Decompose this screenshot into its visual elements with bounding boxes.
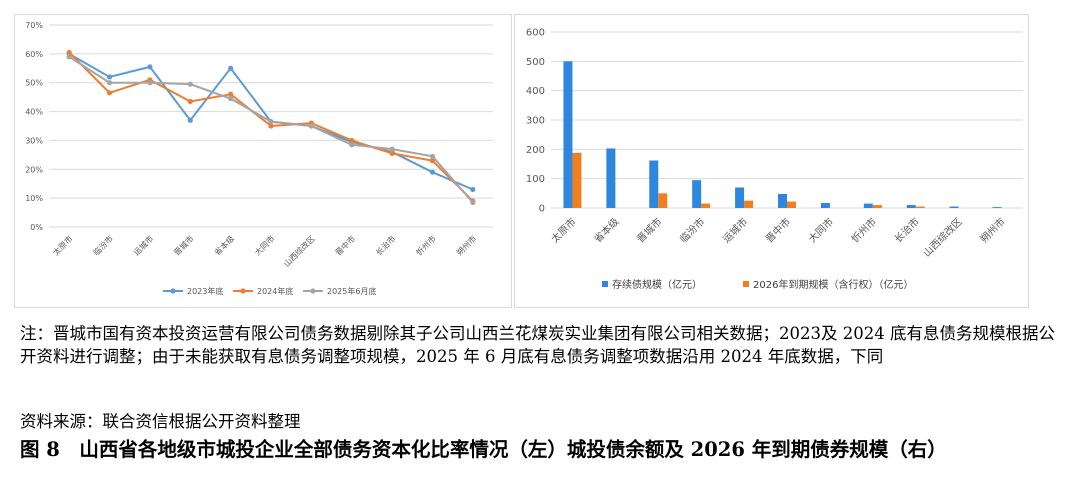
- bar: [744, 200, 754, 208]
- x-tick-label: 晋城市: [634, 215, 664, 245]
- y-tick-label: 0%: [30, 223, 43, 232]
- bar: [701, 203, 711, 208]
- legend-label: 2023年底: [187, 286, 223, 296]
- x-tick-label: 朔州市: [977, 215, 1007, 245]
- bar: [915, 206, 925, 208]
- x-tick-label: 晋中市: [333, 233, 357, 257]
- y-tick-label: 400: [526, 86, 545, 97]
- y-tick-label: 60%: [25, 50, 43, 59]
- data-point: [389, 146, 395, 152]
- bar: [778, 193, 787, 208]
- x-tick-label: 省本级: [212, 233, 236, 257]
- legend-label: 2026年到期规模（含行权）（亿元）: [753, 278, 913, 291]
- data-point: [429, 169, 436, 175]
- y-tick-label: 600: [526, 28, 545, 39]
- bar: [863, 203, 873, 208]
- bar: [992, 207, 1002, 208]
- x-tick-label: 晋中市: [763, 215, 793, 245]
- data-point: [187, 81, 193, 87]
- x-tick-label: 运城市: [720, 215, 750, 245]
- data-point: [308, 123, 314, 129]
- bar: [949, 206, 959, 208]
- x-tick-label: 山西综改区: [281, 233, 316, 268]
- legend-swatch: [743, 281, 749, 287]
- right-bar-chart: 0 100 200 300 400 500 600 太原市 省本级 晋城市 临汾市 运城市 晋中市 大同市…: [526, 28, 1023, 291]
- y-tick-label: 10%: [25, 194, 43, 203]
- y-tick-label: 50%: [25, 79, 43, 88]
- y-tick-label: 300: [526, 116, 545, 127]
- y-tick-label: 0: [539, 204, 545, 215]
- figure-caption: 图 8 山西省各地级市城投企业全部债务资本化比率情况（左）城投债余额及 2026…: [20, 438, 947, 461]
- bar: [563, 61, 573, 209]
- bar: [692, 180, 702, 208]
- x-tick-label: 长治市: [891, 215, 921, 245]
- bar: [872, 205, 882, 208]
- y-tick-label: 40%: [25, 108, 43, 117]
- x-tick-label: 山西综改区: [920, 215, 965, 260]
- x-tick-label: 省本级: [591, 215, 621, 245]
- data-point: [187, 117, 193, 123]
- x-tick-label: 太原市: [548, 215, 578, 245]
- y-tick-label: 20%: [25, 165, 43, 174]
- data-point: [349, 137, 355, 144]
- x-tick-label: 大同市: [252, 233, 276, 257]
- data-point: [349, 142, 355, 148]
- data-point: [66, 49, 72, 56]
- data-point: [389, 150, 395, 157]
- bar: [658, 193, 668, 208]
- x-tick-label: 运城市: [131, 233, 155, 257]
- legend-label: 2024年底: [257, 286, 293, 296]
- bar: [735, 187, 745, 208]
- data-point: [429, 158, 436, 164]
- x-tick-label: 大同市: [806, 215, 836, 245]
- data-point: [147, 80, 153, 86]
- data-point: [228, 65, 234, 71]
- y-tick-label: 200: [526, 145, 545, 156]
- data-point: [106, 80, 113, 86]
- x-tick-label: 临汾市: [677, 215, 707, 245]
- x-tick-label: 太原市: [51, 233, 75, 257]
- data-point: [470, 199, 476, 206]
- data-source: 资料来源：联合资信根据公开资料整理: [20, 412, 301, 431]
- legend-marker: [170, 288, 176, 294]
- data-point: [228, 91, 234, 97]
- y-tick-label: 30%: [25, 136, 43, 145]
- x-tick-label: 临汾市: [91, 233, 115, 257]
- legend-marker: [310, 288, 316, 294]
- y-tick-label: 70%: [25, 21, 43, 30]
- legend-swatch: [602, 281, 608, 287]
- bar: [572, 152, 582, 208]
- legend-label: 存续债规模（亿元）: [612, 278, 702, 291]
- data-point: [66, 54, 72, 60]
- x-tick-label: 朔州市: [454, 233, 478, 257]
- bar: [787, 201, 796, 208]
- chart-note: 注：晋城市国有资本投资运营有限公司债务数据剔除其子公司山西兰花煤炭实业集团有限公…: [20, 324, 1055, 366]
- bar: [820, 203, 830, 208]
- data-point: [429, 153, 436, 159]
- left-line-chart-panel: 0% 10% 20% 30% 40% 50% 60% 70% 太原市 临汾市 运城市 晋城市 省本级 大同…: [14, 14, 512, 308]
- series-line: [68, 55, 474, 204]
- bar: [606, 148, 616, 208]
- x-tick-label: 长治市: [373, 233, 397, 257]
- legend-label: 2025年6月底: [327, 286, 376, 296]
- left-line-chart: 0% 10% 20% 30% 40% 50% 60% 70% 太原市 临汾市 运城市 晋城市 省本级 大同…: [25, 21, 493, 296]
- data-point: [228, 95, 234, 102]
- y-tick-label: 500: [526, 57, 545, 68]
- data-point: [187, 98, 193, 105]
- data-point: [106, 90, 113, 96]
- x-tick-label: 忻州市: [849, 215, 879, 245]
- bar: [906, 205, 916, 208]
- data-point: [147, 64, 153, 70]
- x-tick-label: 忻州市: [414, 233, 438, 257]
- data-point: [106, 74, 113, 80]
- y-tick-label: 100: [526, 174, 545, 185]
- data-point: [470, 186, 476, 193]
- x-tick-label: 晋城市: [172, 233, 196, 257]
- data-point: [268, 119, 274, 125]
- data-point: [268, 123, 274, 129]
- bar: [649, 160, 659, 208]
- legend-marker: [240, 288, 246, 294]
- right-bar-chart-panel: 0 100 200 300 400 500 600 太原市 省本级 晋城市 临汾市 运城市 晋中市 大同市…: [514, 14, 1029, 308]
